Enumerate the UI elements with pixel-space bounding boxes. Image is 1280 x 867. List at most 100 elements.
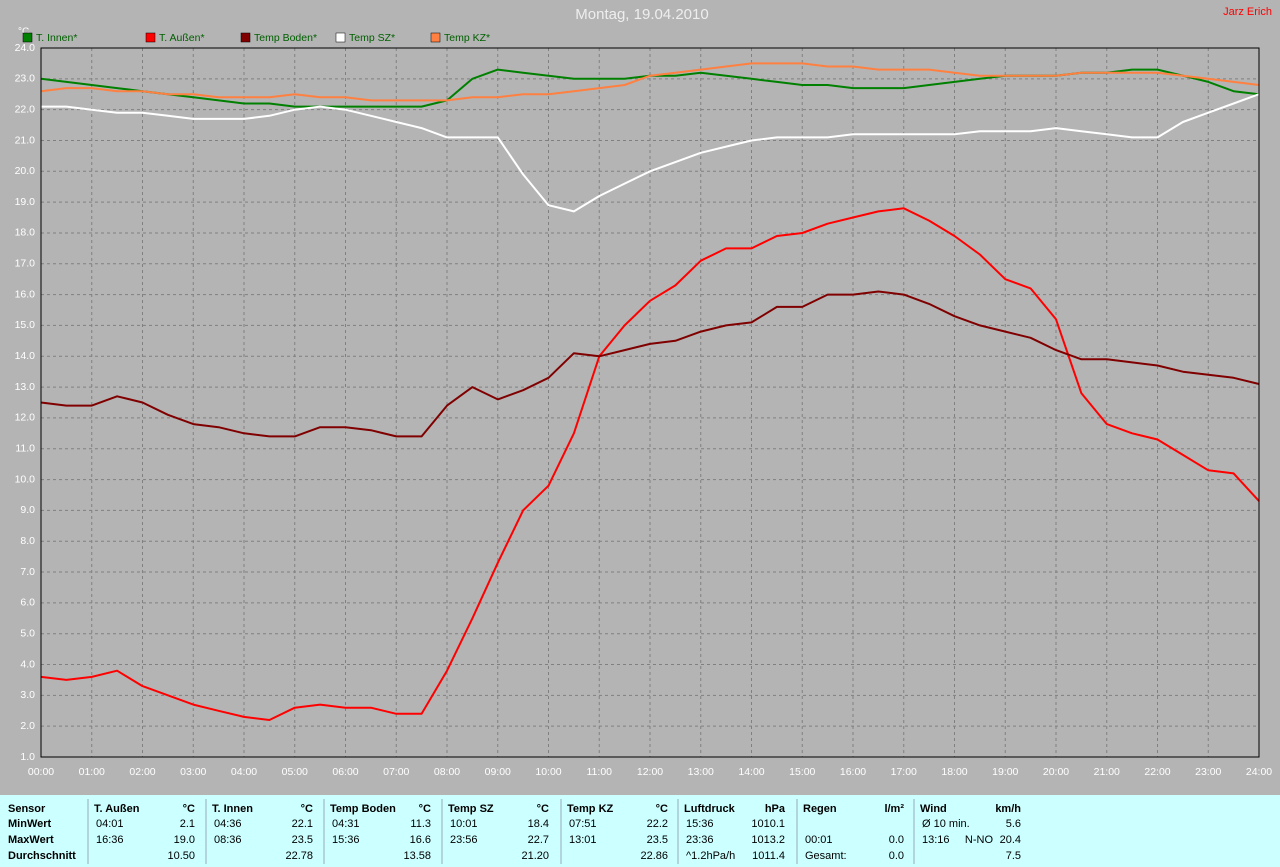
y-tick-label: 6.0 bbox=[20, 597, 35, 609]
column-unit: °C bbox=[537, 803, 549, 815]
cell-value: 22.1 bbox=[292, 818, 313, 830]
y-tick-label: 2.0 bbox=[20, 720, 35, 732]
cell-value: 18.4 bbox=[528, 818, 549, 830]
grid: 1.0 2.0 3.0 4.0 5.0 6.0 7.0 8.0 9.0 10.0 11.0 12.0 1… bbox=[15, 42, 1273, 778]
x-tick-label: 07:00 bbox=[383, 766, 409, 778]
column-name: Luftdruck bbox=[684, 803, 736, 815]
author: Jarz Erich bbox=[1223, 6, 1272, 18]
cell-label: 04:31 bbox=[332, 818, 360, 830]
y-tick-label: 19.0 bbox=[15, 196, 36, 208]
x-tick-label: 17:00 bbox=[891, 766, 917, 778]
cell-label: 23:56 bbox=[450, 834, 478, 846]
y-tick-label: 10.0 bbox=[15, 473, 36, 485]
legend-label: Temp KZ* bbox=[444, 32, 490, 44]
y-tick-label: 18.0 bbox=[15, 227, 36, 239]
stats-panel bbox=[0, 795, 1280, 867]
cell-label: 23:36 bbox=[686, 834, 714, 846]
series-line bbox=[40, 207, 1260, 721]
legend-swatch bbox=[335, 32, 346, 43]
y-tick-label: 4.0 bbox=[20, 658, 35, 670]
cell-label: 13:16 bbox=[922, 834, 950, 846]
x-tick-label: 19:00 bbox=[992, 766, 1018, 778]
x-tick-label: 21:00 bbox=[1094, 766, 1120, 778]
y-tick-label: 5.0 bbox=[20, 627, 35, 639]
x-tick-label: 05:00 bbox=[282, 766, 308, 778]
x-tick-label: 18:00 bbox=[941, 766, 967, 778]
cell-value: 20.4 bbox=[1000, 834, 1021, 846]
legend-swatch bbox=[22, 32, 33, 43]
series-line bbox=[40, 62, 1260, 102]
cell-value: 2.1 bbox=[180, 818, 195, 830]
y-tick-label: 22.0 bbox=[15, 103, 36, 115]
cell-value: 22.78 bbox=[285, 850, 313, 862]
cell-label: 00:01 bbox=[805, 834, 833, 846]
legend-label: T. Innen* bbox=[36, 32, 77, 44]
stats-table: Sensor MinWert MaxWert Durchschnitt T. Außen… bbox=[8, 799, 1021, 864]
x-tick-label: 20:00 bbox=[1043, 766, 1069, 778]
cell-label: Gesamt: bbox=[805, 850, 847, 862]
cell-label: 15:36 bbox=[686, 818, 714, 830]
legend-swatch bbox=[430, 32, 441, 43]
cell-value: 16.6 bbox=[410, 834, 431, 846]
column-name: Regen bbox=[803, 803, 837, 815]
column-name: T. Innen bbox=[212, 803, 253, 815]
y-tick-label: 11.0 bbox=[15, 443, 35, 455]
legend-label: Temp Boden* bbox=[254, 32, 317, 44]
y-tick-label: 8.0 bbox=[20, 535, 35, 547]
legend-label: Temp SZ* bbox=[349, 32, 395, 44]
y-tick-label: 3.0 bbox=[20, 689, 35, 701]
column-name: T. Außen bbox=[94, 803, 140, 815]
cell-value: 1013.2 bbox=[751, 834, 785, 846]
column-name: Temp SZ bbox=[448, 803, 494, 815]
y-tick-label: 17.0 bbox=[15, 258, 36, 270]
cell-value: 23.5 bbox=[292, 834, 313, 846]
y-axis-unit: °C bbox=[18, 27, 29, 38]
column-unit: hPa bbox=[765, 803, 786, 815]
y-tick-label: 13.0 bbox=[15, 381, 36, 393]
cell-label: 16:36 bbox=[96, 834, 124, 846]
x-tick-label: 08:00 bbox=[434, 766, 460, 778]
column-unit: °C bbox=[419, 803, 431, 815]
y-tick-label: 21.0 bbox=[15, 134, 36, 146]
x-tick-label: 14:00 bbox=[738, 766, 764, 778]
cell-value: 1010.1 bbox=[751, 818, 785, 830]
cell-label: 15:36 bbox=[332, 834, 360, 846]
y-tick-label: 20.0 bbox=[15, 165, 36, 177]
x-tick-label: 02:00 bbox=[129, 766, 155, 778]
column-name: Temp Boden bbox=[330, 803, 396, 815]
cell-value: 22.86 bbox=[640, 850, 668, 862]
cell-value: 19.0 bbox=[174, 834, 195, 846]
column-unit: l/m² bbox=[884, 803, 904, 815]
lines bbox=[40, 62, 1260, 721]
x-tick-label: 22:00 bbox=[1144, 766, 1170, 778]
legend-label: T. Außen* bbox=[159, 32, 205, 44]
column-unit: °C bbox=[301, 803, 313, 815]
cell-value: 22.7 bbox=[528, 834, 549, 846]
legend-swatch bbox=[145, 32, 156, 43]
x-tick-label: 03:00 bbox=[180, 766, 206, 778]
y-tick-label: 16.0 bbox=[15, 288, 36, 300]
cell-label: 04:01 bbox=[96, 818, 124, 830]
cell-value: 22.2 bbox=[647, 818, 668, 830]
row-label: MaxWert bbox=[8, 834, 54, 846]
plot-frame bbox=[40, 47, 1260, 758]
cell-value: 21.20 bbox=[521, 850, 549, 862]
y-tick-label: 24.0 bbox=[15, 42, 36, 54]
row-label: MinWert bbox=[8, 818, 52, 830]
series-line bbox=[41, 93, 1260, 213]
x-tick-label: 00:00 bbox=[28, 766, 54, 778]
cell-value: 0.0 bbox=[889, 850, 904, 862]
cell-value: 23.5 bbox=[647, 834, 668, 846]
column-unit: km/h bbox=[995, 803, 1021, 815]
cell-value: 13.58 bbox=[403, 850, 431, 862]
cell-value: 10.50 bbox=[167, 850, 195, 862]
cell-value: 7.5 bbox=[1006, 850, 1021, 862]
cell-value: 0.0 bbox=[889, 834, 904, 846]
x-tick-label: 09:00 bbox=[485, 766, 511, 778]
x-tick-label: 01:00 bbox=[79, 766, 105, 778]
x-tick-label: 15:00 bbox=[789, 766, 815, 778]
legend-swatch bbox=[240, 32, 251, 43]
row-label: Durchschnitt bbox=[8, 850, 76, 862]
x-tick-label: 12:00 bbox=[637, 766, 663, 778]
